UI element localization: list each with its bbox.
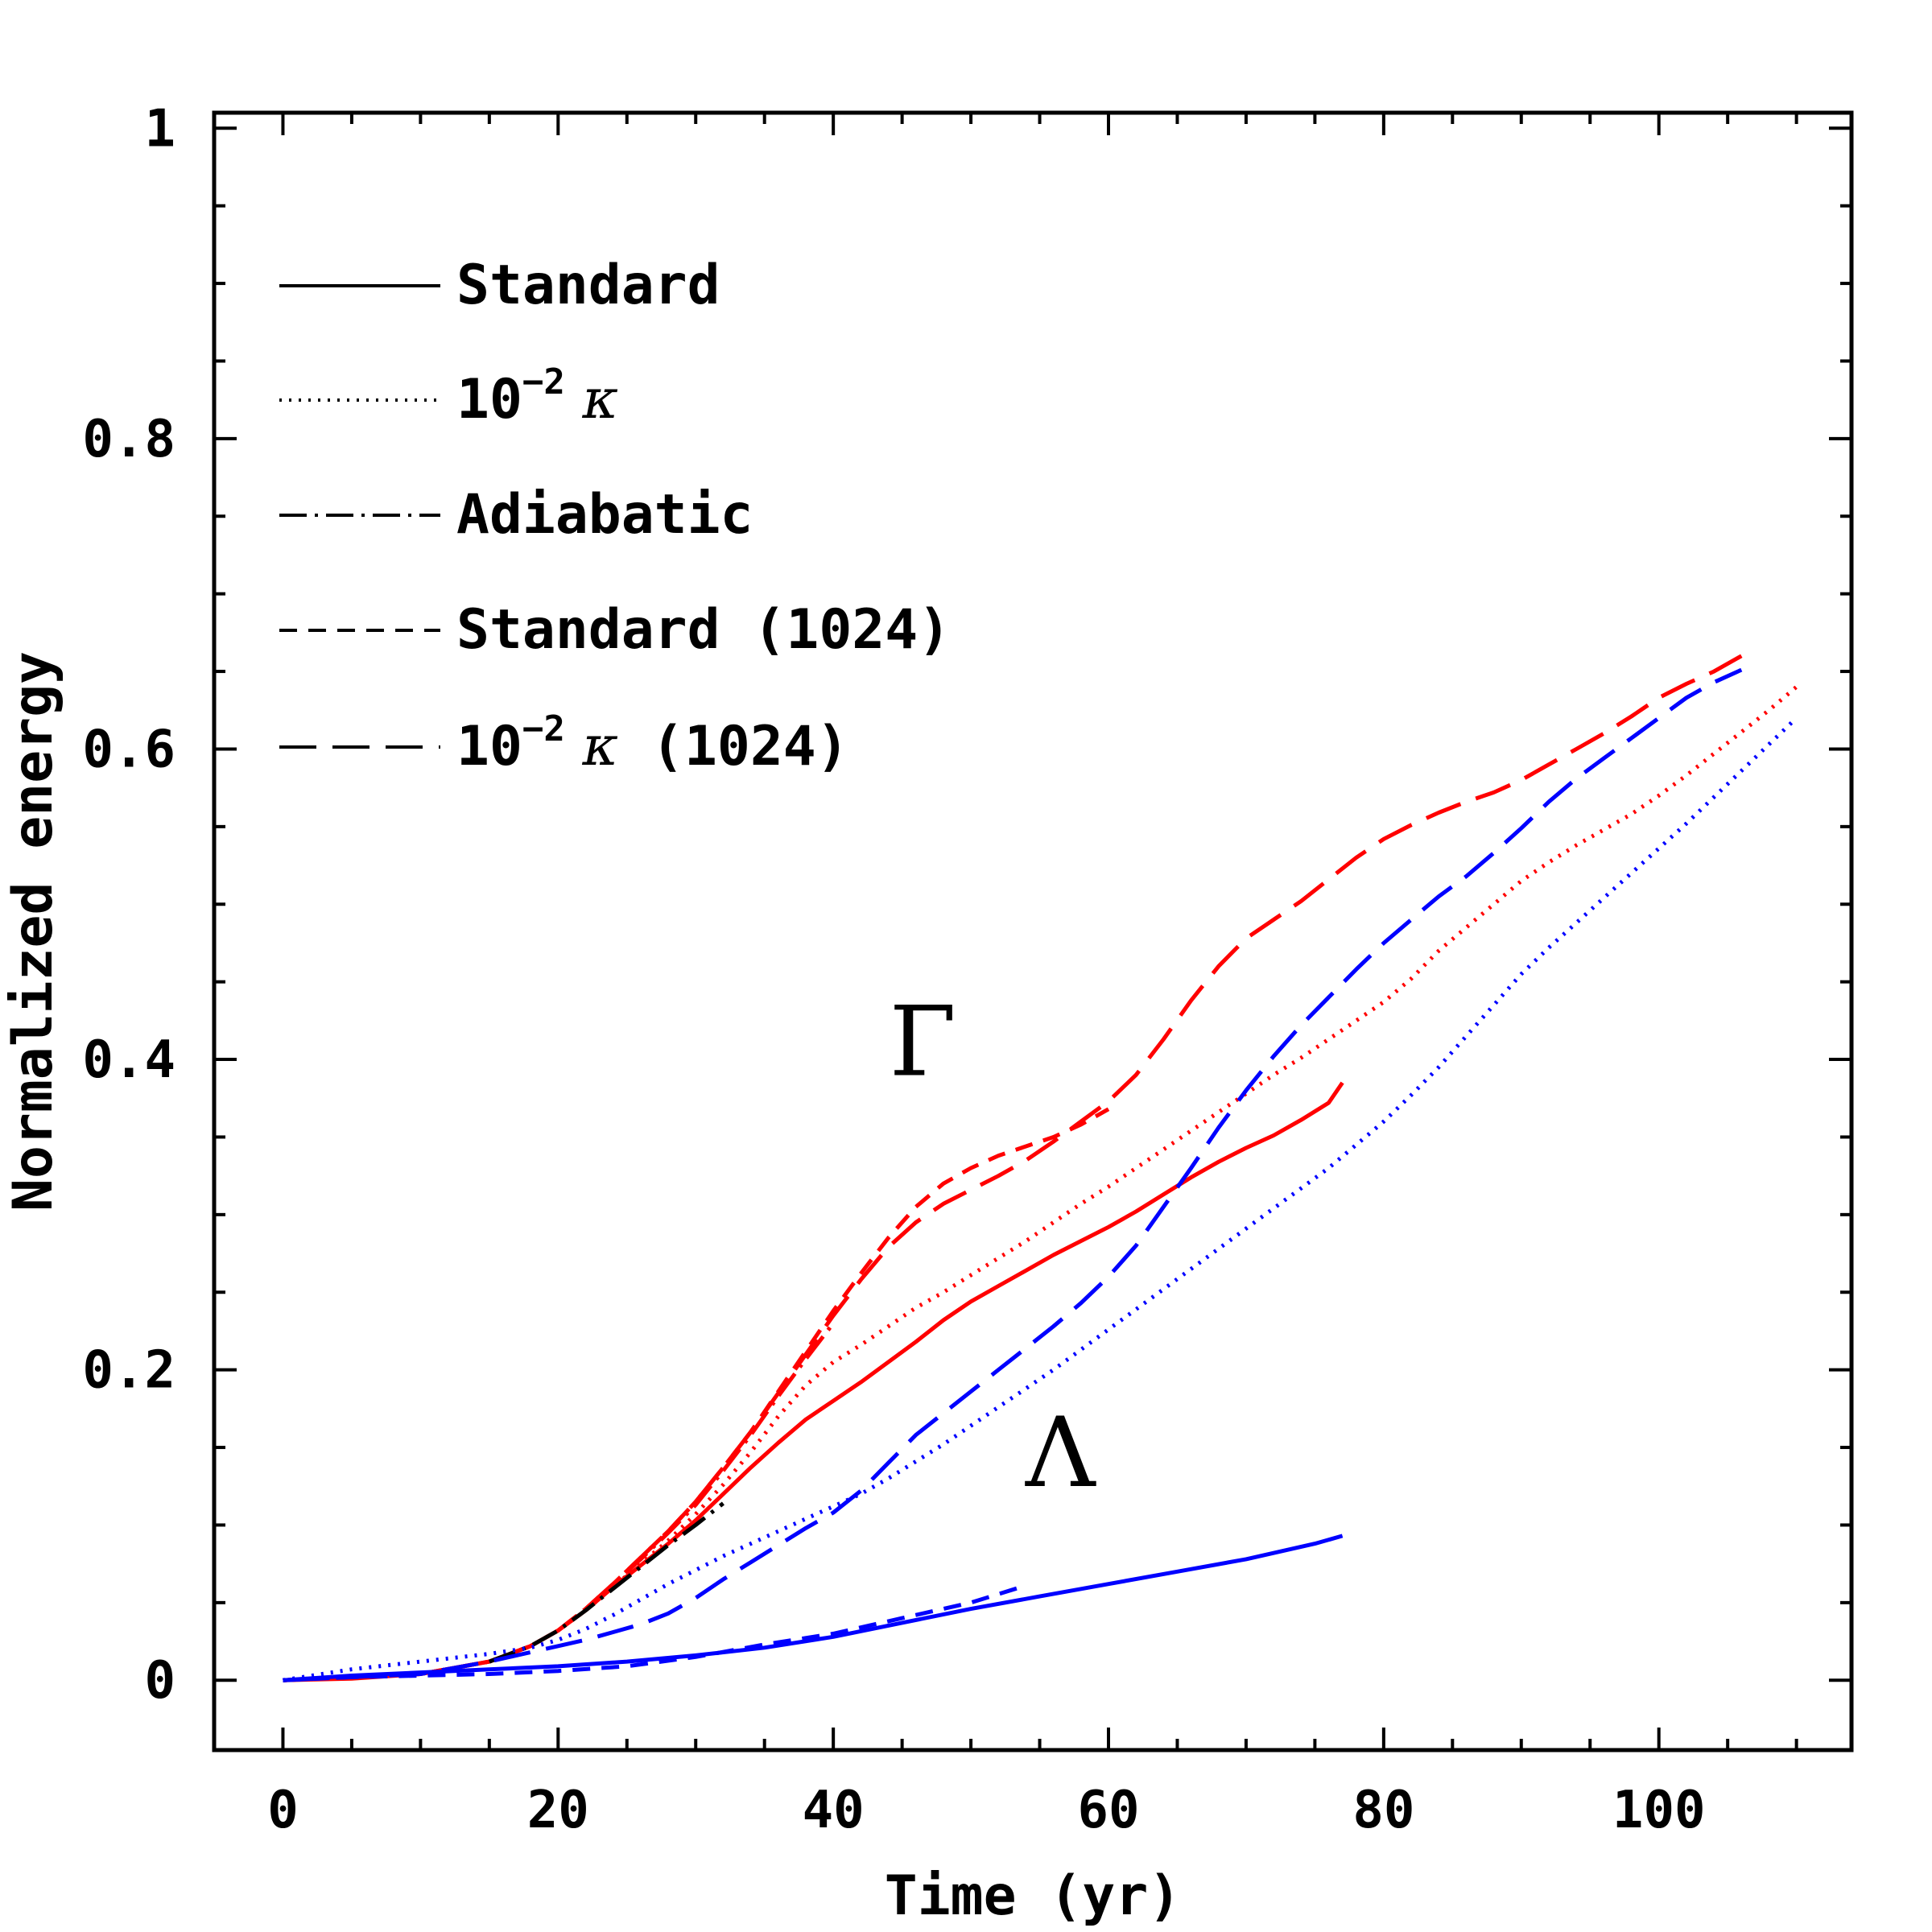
x-tick-label: 0	[267, 1781, 299, 1840]
annotation-label: Γ	[890, 986, 956, 1098]
y-tick-label: 0.8	[82, 410, 175, 469]
series-layer: Γ StandardΓ 10^-2 κΓ AdiabaticΓ Standard…	[283, 654, 1798, 1682]
y-axis-label: Normalized energy	[2, 651, 65, 1212]
legend-label: Adiabatic	[456, 483, 753, 547]
x-tick-label: 40	[803, 1781, 865, 1840]
legend: Standard 10−2 κ Adiabatic Standard (1024) 10…	[279, 254, 951, 778]
y-tick-label: 0.6	[82, 720, 175, 779]
annotation-label: Λ	[1025, 1397, 1096, 1509]
x-tick-label: 100	[1612, 1781, 1706, 1840]
legend-label: Standard (1024)	[456, 598, 951, 662]
legend-label: Standard	[456, 254, 720, 317]
x-tick-label: 20	[527, 1781, 589, 1840]
tick-labels: 0 20 40 60 80 100 0 0.2 0.4 0.6 0.8 1	[82, 99, 1705, 1840]
y-tick-label: 1	[144, 99, 175, 159]
series-line: Λ 10^-2 κ	[283, 716, 1798, 1682]
plot-frame	[212, 110, 1854, 1752]
x-tick-label: 60	[1077, 1781, 1139, 1840]
series-line: Γ 10^-2 κ (1024)	[283, 654, 1743, 1682]
annotations: ΓΛ	[890, 986, 1096, 1509]
series-line: Λ 10^-2 κ (1024)	[283, 667, 1743, 1682]
x-tick-label: 80	[1352, 1781, 1414, 1840]
series-line: Γ Standard	[283, 1081, 1344, 1682]
legend-label: 10−2 κ (1024)	[456, 708, 849, 778]
series-line: Γ Adiabatic	[283, 1322, 836, 1682]
series-line: Λ Standard	[283, 1534, 1344, 1682]
legend-label: 10−2 κ	[456, 361, 618, 431]
series-line: Γ Adiabatic overlay	[488, 1501, 724, 1664]
y-tick-label: 0.4	[82, 1030, 175, 1090]
x-axis-label: Time (yr)	[885, 1864, 1181, 1928]
series-line: Λ Standard (1024)	[283, 1583, 1027, 1682]
axis-ticks	[214, 113, 1852, 1750]
series-line: Γ 10^-2 κ	[283, 685, 1798, 1682]
y-tick-label: 0.2	[82, 1341, 175, 1401]
series-line: Γ Standard (1024)	[283, 1107, 1110, 1682]
y-tick-label: 0	[144, 1651, 175, 1711]
